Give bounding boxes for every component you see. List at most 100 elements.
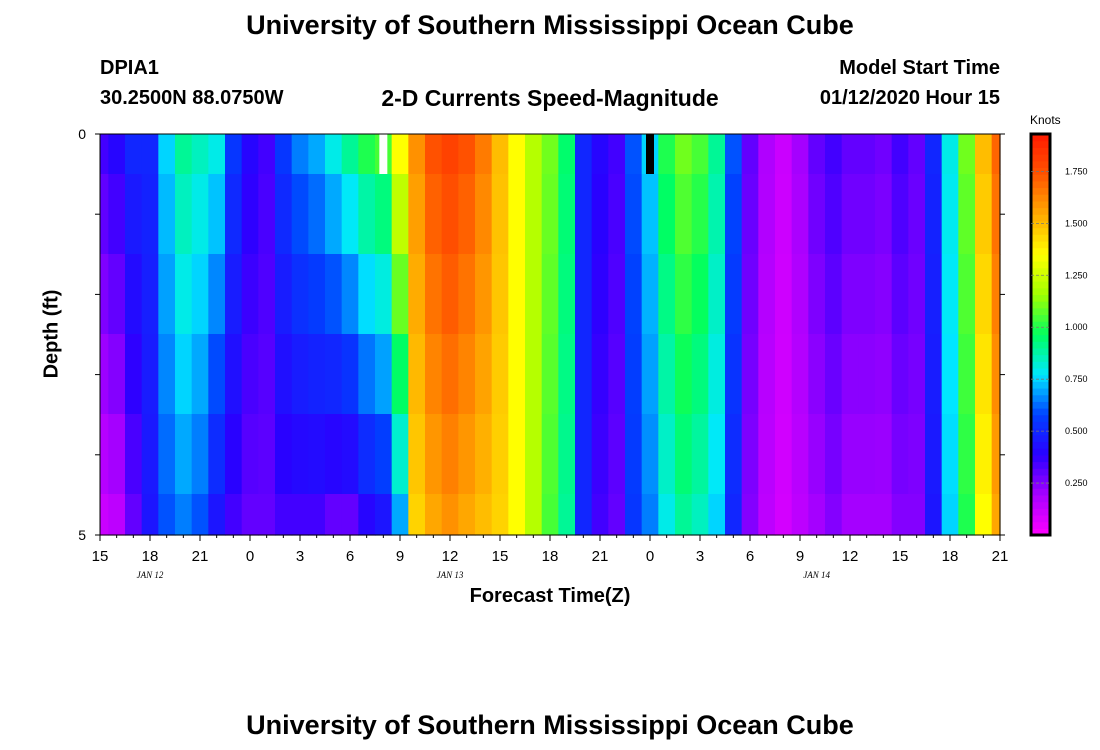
heatmap-cell	[175, 494, 193, 536]
colorbar-segment	[1031, 214, 1050, 222]
heatmap-cell	[891, 414, 909, 495]
heatmap-cell	[941, 134, 959, 175]
x-tick-label: 21	[992, 548, 1009, 565]
heatmap-cell	[991, 134, 1001, 175]
heatmap-cell	[691, 134, 709, 175]
colorbar-segment	[1031, 481, 1050, 489]
heatmap-cell	[991, 174, 1001, 255]
colorbar-tick-label: 1.750	[1065, 166, 1088, 176]
heatmap-cell	[941, 414, 959, 495]
heatmap-cell	[491, 134, 509, 175]
heatmap-cell	[358, 414, 376, 495]
colorbar-segment	[1031, 401, 1050, 409]
heatmap-cell	[375, 334, 393, 415]
x-tick-label: 9	[396, 548, 404, 565]
x-tick-label: 15	[492, 548, 509, 565]
heatmap-cell	[641, 254, 659, 335]
heatmap-cell	[100, 494, 109, 536]
heatmap-cell	[791, 334, 809, 415]
heatmap-cell	[208, 134, 226, 175]
heatmap-cell	[341, 334, 359, 415]
colorbar-segment	[1031, 514, 1050, 523]
heatmap-cell	[858, 254, 876, 335]
plot-title: 2-D Currents Speed-Magnitude	[381, 85, 719, 111]
y-tick-label: 0	[78, 126, 86, 142]
colorbar-segment	[1031, 327, 1050, 336]
heatmap-cell	[108, 494, 126, 536]
heatmap-cell	[341, 414, 359, 495]
heatmap-cell	[691, 494, 709, 536]
colorbar-segment	[1031, 301, 1050, 309]
heatmap-cell	[458, 254, 476, 335]
colorbar-segment	[1031, 414, 1050, 422]
heatmap-cell	[841, 494, 859, 536]
heatmap-cell	[891, 134, 909, 175]
colorbar-frame	[1029, 132, 1052, 537]
heatmap-cell	[841, 134, 859, 175]
heatmap-cell	[291, 494, 309, 536]
colorbar-segment	[1031, 441, 1050, 449]
heatmap-cell	[241, 254, 259, 335]
x-tick-label: 3	[696, 548, 704, 565]
heatmap-cell	[275, 414, 293, 495]
heatmap-cell	[625, 494, 643, 536]
heatmap-cell	[275, 254, 293, 335]
heatmap-cell	[608, 254, 626, 335]
heatmap-cell	[741, 174, 759, 255]
heatmap-cell	[508, 254, 526, 335]
heatmap-cell	[141, 334, 159, 415]
heatmap-cell	[808, 414, 826, 495]
heatmap-cell	[608, 174, 626, 255]
heatmap-cell	[858, 414, 876, 495]
x-tick-label: 6	[346, 548, 354, 565]
colorbar-tick-label: 1.500	[1065, 218, 1088, 228]
heatmap-cell	[925, 174, 943, 255]
heatmap-cell	[725, 494, 743, 536]
heatmap-cell	[358, 134, 376, 175]
heatmap-cell	[158, 254, 176, 335]
heatmap-cell	[391, 174, 409, 255]
heatmap-cell	[375, 174, 393, 255]
heatmap-cell	[941, 254, 959, 335]
heatmap-cell	[208, 414, 226, 495]
heatmap-cell	[791, 254, 809, 335]
page-title: University of Southern Mississippi Ocean…	[246, 10, 854, 40]
heatmap-cell	[758, 174, 776, 255]
colorbar-segment	[1031, 167, 1050, 175]
heatmap-cell	[758, 134, 776, 175]
colorbar-segment	[1031, 361, 1050, 369]
heatmap-cell	[325, 174, 343, 255]
colorbar-segment	[1031, 334, 1050, 342]
heatmap-cell	[758, 254, 776, 335]
heatmap-cell	[525, 174, 543, 255]
colorbar-segment	[1031, 461, 1050, 469]
heatmap-cell	[425, 494, 443, 536]
heatmap-cell	[525, 254, 543, 335]
colorbar-segment	[1031, 147, 1050, 155]
x-tick-label: 12	[442, 548, 459, 565]
heatmap-cell	[808, 174, 826, 255]
heatmap-cell	[275, 174, 293, 255]
model-start-value: 01/12/2020 Hour 15	[819, 87, 1000, 109]
heatmap-cell	[908, 254, 926, 335]
heatmap-cell	[375, 414, 393, 495]
heatmap-cell	[641, 334, 659, 415]
heatmap-cell	[491, 174, 509, 255]
heatmap-cell	[775, 494, 793, 536]
heatmap-cell	[491, 334, 509, 415]
heatmap-cell	[625, 414, 643, 495]
heatmap-cell	[441, 494, 459, 536]
heatmap-cell	[775, 254, 793, 335]
x-tick-label: 18	[542, 548, 559, 565]
heatmap-cell	[425, 134, 443, 175]
colorbar-segment	[1031, 408, 1050, 416]
colorbar-segment	[1031, 321, 1050, 329]
colorbar-segment	[1031, 234, 1050, 242]
heatmap-cell	[100, 334, 109, 415]
heatmap-cell	[941, 174, 959, 255]
heatmap-cell	[958, 134, 976, 175]
heatmap-cell	[658, 174, 676, 255]
heatmap-cell	[625, 254, 643, 335]
heatmap-cell	[975, 334, 993, 415]
heatmap-cell	[100, 414, 109, 495]
